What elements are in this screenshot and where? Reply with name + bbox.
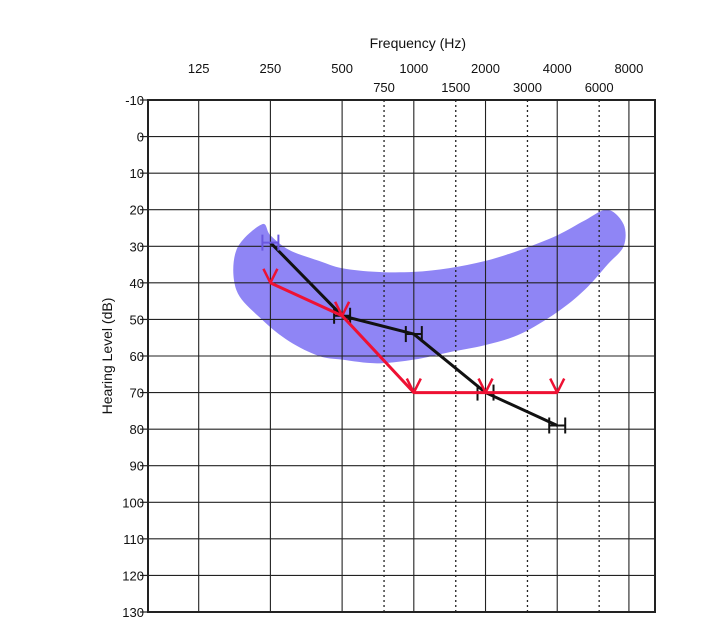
data-point-v-marker <box>262 268 279 285</box>
series-layer <box>261 234 567 434</box>
data-point-h-marker <box>404 326 423 343</box>
y-tick-label: 110 <box>123 532 144 547</box>
x-major-tick-label: 4000 <box>543 61 572 76</box>
y-tick-label: -10 <box>125 93 144 108</box>
x-major-tick-label: 8000 <box>614 61 643 76</box>
y-tick-label: 90 <box>130 459 144 474</box>
data-point-h-marker <box>261 234 280 251</box>
y-tick-label: 20 <box>130 203 144 218</box>
x-minor-tick-label: 3000 <box>513 80 542 95</box>
y-axis-title: Hearing Level (dB) <box>99 298 115 415</box>
grid-layer <box>140 99 656 613</box>
y-tick-label: 80 <box>130 422 144 437</box>
x-major-tick-label: 2000 <box>471 61 500 76</box>
data-point-v-marker <box>405 378 422 394</box>
y-tick-label: 40 <box>130 276 144 291</box>
y-tick-label: 0 <box>137 130 144 145</box>
y-tick-label: 100 <box>122 495 144 510</box>
y-tick-label: 70 <box>130 386 144 401</box>
y-tick-label: 120 <box>122 568 144 583</box>
x-major-tick-label: 500 <box>331 61 353 76</box>
data-point-v-marker <box>549 378 566 394</box>
normal-range-region-layer <box>233 209 626 364</box>
y-tick-label: 130 <box>122 605 144 620</box>
data-point-v-marker <box>477 378 494 394</box>
x-minor-tick-label: 6000 <box>585 80 614 95</box>
x-axis-title: Frequency (Hz) <box>370 35 466 51</box>
label-layer: Frequency (Hz) Hearing Level (dB) -10 0 10… <box>99 35 643 620</box>
x-major-tick-label: 1000 <box>399 61 428 76</box>
y-tick-label: 10 <box>130 166 144 181</box>
data-point-v-marker <box>333 301 351 318</box>
data-point-h-marker <box>548 417 567 434</box>
y-tick-label: 50 <box>130 312 144 327</box>
y-tick-label: 30 <box>130 239 144 254</box>
x-minor-tick-label: 1500 <box>441 80 470 95</box>
normal-range-region <box>233 209 626 364</box>
x-major-tick-label: 125 <box>188 61 210 76</box>
x-major-tick-label: 250 <box>260 61 282 76</box>
x-minor-tick-label: 750 <box>373 80 395 95</box>
y-tick-label: 60 <box>130 349 144 364</box>
